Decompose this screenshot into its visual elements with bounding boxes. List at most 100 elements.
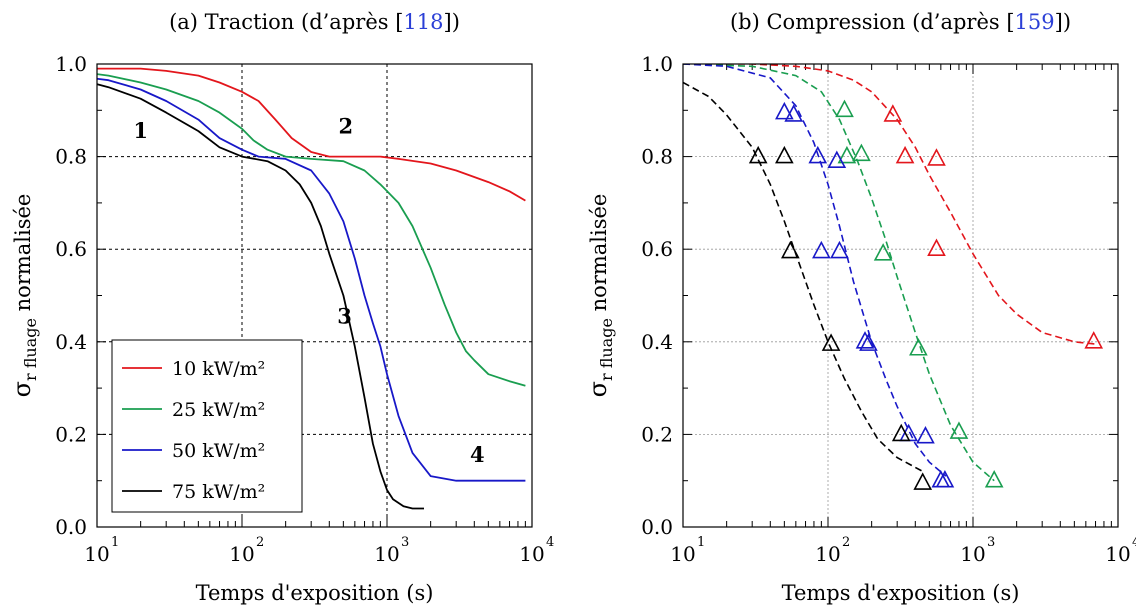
data-point-triangle bbox=[891, 423, 911, 442]
chart-title-reference: 159 bbox=[1015, 10, 1055, 34]
data-point-triangle bbox=[837, 145, 857, 164]
data-point-triangle bbox=[775, 101, 794, 120]
x-tick-exponent: 2 bbox=[842, 535, 850, 550]
data-point-triangle bbox=[883, 104, 903, 122]
data-point-triangle bbox=[927, 238, 946, 256]
x-tick-exponent: 4 bbox=[1132, 535, 1136, 550]
y-tick-label: 0.6 bbox=[55, 237, 87, 261]
y-tick-label: 0.6 bbox=[641, 237, 673, 261]
x-tick-label: 10 bbox=[374, 542, 399, 566]
data-point-triangle bbox=[909, 338, 928, 356]
chart-title-text: (a) Traction (d’après bbox=[169, 10, 395, 34]
legend-label: 75 kW/m² bbox=[172, 481, 265, 503]
data-point-triangle bbox=[855, 331, 875, 349]
x-tick-exponent: 1 bbox=[697, 535, 705, 550]
x-tick-label: 10 bbox=[1105, 542, 1130, 566]
series-line bbox=[97, 73, 526, 387]
chart-title-bracket-close: ]) bbox=[1055, 10, 1071, 34]
fit-curve bbox=[683, 64, 947, 477]
y-axis-label-rest: normalisée bbox=[11, 194, 35, 318]
x-tick-label: 10 bbox=[519, 542, 544, 566]
fit-curve bbox=[683, 81, 924, 473]
y-axis-label-subscript: r fluage bbox=[597, 318, 616, 381]
data-layer bbox=[683, 64, 1096, 482]
series-line bbox=[97, 67, 526, 202]
data-point-triangle bbox=[935, 470, 955, 488]
region-annotation: 3 bbox=[337, 303, 352, 328]
fit-curve bbox=[683, 64, 995, 482]
legend-label: 50 kW/m² bbox=[172, 440, 265, 462]
y-axis-label: σr fluage normalisée bbox=[8, 194, 40, 398]
data-point-triangle bbox=[1084, 331, 1104, 349]
data-point-triangle bbox=[927, 148, 946, 166]
y-tick-label: 0.8 bbox=[641, 145, 673, 169]
x-tick-label: 10 bbox=[84, 542, 109, 566]
chart-title-text: (b) Compression (d’après bbox=[730, 10, 1006, 34]
data-point-triangle bbox=[913, 472, 933, 490]
chart-title: (a) Traction (d’après [118]) bbox=[169, 10, 460, 34]
data-point-triangle bbox=[949, 421, 969, 439]
data-point-triangle bbox=[748, 145, 768, 164]
y-tick-label: 0.0 bbox=[641, 515, 673, 539]
x-tick-exponent: 3 bbox=[401, 535, 409, 550]
legend: 10 kW/m² 25 kW/m² 50 kW/m² 75 kW/m² bbox=[111, 339, 303, 513]
series-line bbox=[97, 83, 424, 510]
plot-frame bbox=[682, 63, 1119, 528]
x-tick-label: 10 bbox=[670, 542, 695, 566]
fit-curve bbox=[683, 64, 1096, 345]
y-axis-label-subscript: r fluage bbox=[21, 318, 40, 381]
y-tick-label: 0.2 bbox=[55, 422, 87, 446]
region-annotation: 2 bbox=[339, 113, 354, 138]
x-axis-label: Temps d'exposition (s) bbox=[196, 581, 434, 605]
data-point-triangle bbox=[835, 99, 854, 118]
chart-title-bracket-open: [ bbox=[1006, 10, 1014, 34]
plot-frame bbox=[96, 63, 533, 528]
x-tick-label: 10 bbox=[960, 542, 985, 566]
data-point-triangle bbox=[812, 240, 831, 259]
y-tick-label: 0.4 bbox=[55, 330, 87, 354]
data-point-triangle bbox=[821, 333, 841, 351]
y-tick-label: 0.8 bbox=[55, 145, 87, 169]
data-point-triangle bbox=[827, 150, 847, 169]
y-axis-label-symbol: σ bbox=[8, 381, 36, 397]
y-axis-label-rest: normalisée bbox=[587, 194, 611, 318]
region-annotation: 1 bbox=[133, 118, 148, 143]
data-point-triangle bbox=[852, 143, 871, 162]
y-tick-label: 0.2 bbox=[641, 422, 673, 446]
data-layer bbox=[97, 67, 526, 510]
y-tick-label: 0.4 bbox=[641, 330, 673, 354]
x-tick-exponent: 2 bbox=[256, 535, 264, 550]
data-point-triangle bbox=[873, 243, 893, 261]
data-point-triangle bbox=[808, 145, 828, 164]
x-tick-exponent: 3 bbox=[987, 535, 995, 550]
data-point-triangle bbox=[895, 145, 915, 164]
data-point-triangle bbox=[781, 240, 800, 259]
data-point-triangle bbox=[775, 145, 794, 164]
y-tick-label: 1.0 bbox=[641, 52, 673, 76]
y-tick-label: 0.0 bbox=[55, 515, 87, 539]
y-tick-label: 1.0 bbox=[55, 52, 87, 76]
chart-title-bracket-open: [ bbox=[395, 10, 403, 34]
x-axis-label: Temps d'exposition (s) bbox=[782, 581, 1020, 605]
data-point-triangle bbox=[784, 104, 804, 122]
chart-title: (b) Compression (d’après [159]) bbox=[730, 10, 1071, 34]
data-point-triangle bbox=[916, 426, 935, 444]
x-tick-exponent: 4 bbox=[546, 535, 554, 550]
data-point-triangle bbox=[859, 333, 878, 351]
data-point-triangle bbox=[830, 240, 849, 259]
region-annotation: 4 bbox=[470, 442, 485, 467]
series-line bbox=[97, 77, 526, 482]
chart-title-bracket-close: ]) bbox=[444, 10, 460, 34]
legend-label: 10 kW/m² bbox=[172, 358, 265, 380]
y-axis-label: σr fluage normalisée bbox=[584, 194, 616, 398]
y-axis-label-symbol: σ bbox=[584, 381, 612, 397]
chart-title-reference: 118 bbox=[403, 10, 443, 34]
x-tick-label: 10 bbox=[815, 542, 840, 566]
x-tick-exponent: 1 bbox=[111, 535, 119, 550]
x-tick-label: 10 bbox=[229, 542, 254, 566]
data-point-triangle bbox=[984, 470, 1004, 488]
legend-label: 25 kW/m² bbox=[172, 399, 265, 421]
